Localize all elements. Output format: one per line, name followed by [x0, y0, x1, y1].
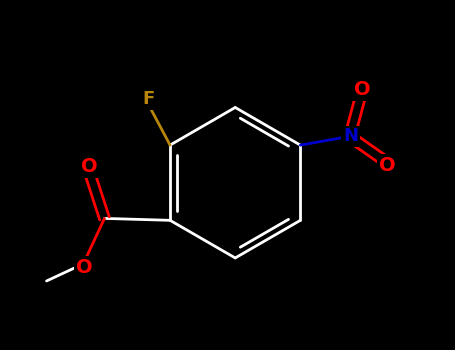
Text: O: O — [76, 258, 92, 277]
Text: O: O — [379, 156, 395, 175]
Text: N: N — [343, 127, 358, 145]
Text: O: O — [81, 158, 97, 176]
Text: O: O — [354, 80, 370, 99]
Text: F: F — [142, 90, 154, 108]
